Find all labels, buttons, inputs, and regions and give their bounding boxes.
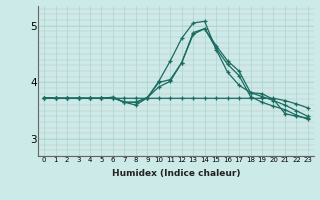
X-axis label: Humidex (Indice chaleur): Humidex (Indice chaleur) — [112, 169, 240, 178]
